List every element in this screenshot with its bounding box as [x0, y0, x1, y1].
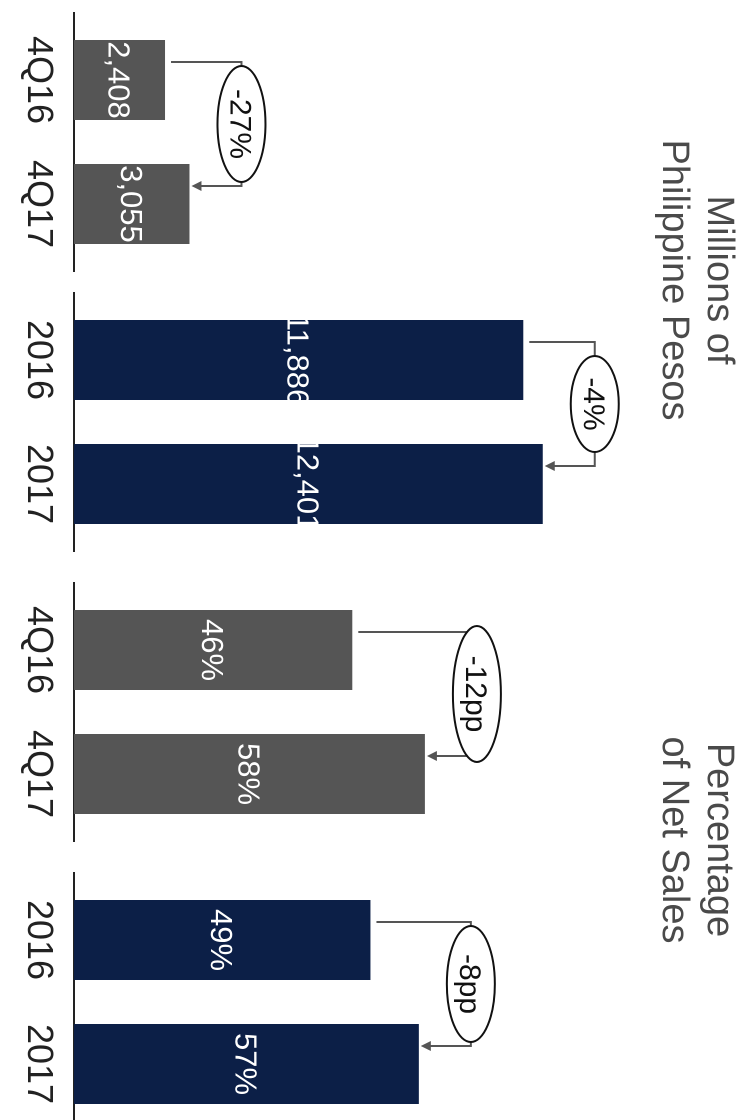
change-badge [451, 625, 502, 763]
category-tick-label: 4Q17 [20, 730, 61, 818]
bar [74, 40, 166, 120]
bar [74, 164, 190, 244]
bar-value-label: 46% [195, 619, 230, 681]
bar [74, 900, 371, 980]
category-tick-label: 2017 [20, 1024, 61, 1104]
bar-value-label: 58% [231, 743, 266, 805]
category-tick-label: 4Q16 [20, 36, 61, 124]
change-badge [569, 355, 620, 453]
bar-value-label: 2,408 [102, 41, 137, 119]
category-tick-label: 2016 [20, 900, 61, 980]
change-badge [216, 65, 267, 183]
bar-value-label: 57% [228, 1033, 263, 1095]
bar [74, 1024, 419, 1104]
category-tick-label: 4Q17 [20, 160, 61, 248]
change-label: -8pp [453, 954, 486, 1014]
bar-value-label: 49% [204, 909, 239, 971]
bar [73, 444, 543, 524]
change-label: -4% [577, 377, 610, 430]
category-tick-label: 4Q16 [20, 606, 61, 694]
bar-value-label: 3,055 [114, 165, 149, 243]
change-badge [445, 925, 496, 1043]
bar [74, 320, 524, 400]
bar-value-label: 11,886 [281, 314, 316, 407]
category-tick-label: 2016 [20, 320, 61, 400]
bar [74, 610, 353, 690]
change-label: -27% [223, 89, 256, 159]
change-label: -12pp [459, 656, 492, 733]
bar-value-label: 12,401 [290, 437, 325, 532]
bar [74, 734, 425, 814]
category-tick-label: 2017 [20, 444, 61, 524]
